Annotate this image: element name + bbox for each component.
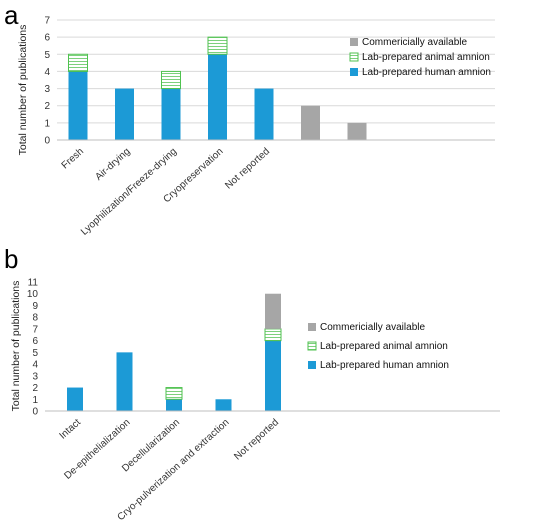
category-label: Intact	[57, 417, 83, 442]
bar-commercial	[265, 293, 281, 329]
y-tick-label: 7	[44, 16, 50, 27]
legend-swatch-commercial	[308, 323, 316, 331]
legend-swatch-human	[308, 361, 316, 369]
category-label: Not reported	[232, 417, 281, 462]
y-tick-label: 4	[44, 67, 50, 78]
bar-animal	[165, 387, 183, 400]
legend-label-commercial: Commericially available	[362, 37, 467, 48]
y-tick-label: 3	[32, 371, 38, 382]
panel-a-y-axis-title: Total number of publications	[17, 25, 29, 156]
y-tick-label: 0	[44, 136, 50, 147]
bar-human	[215, 399, 232, 411]
legend-swatch-animal	[349, 52, 359, 62]
panel-b-letter: b	[4, 244, 18, 274]
legend-label-animal: Lab-prepared animal amnion	[320, 341, 448, 352]
bar-human	[208, 54, 227, 140]
bar-human	[115, 88, 134, 140]
panel-b-category-labels: IntactDe-epithelializationDecellularizat…	[57, 417, 281, 522]
y-tick-label: 0	[32, 407, 38, 418]
panel-a: a 0 1 2 3 4 5 6 7 Fresh Air-dryingLyophilization…	[4, 0, 495, 238]
y-tick-label: 6	[32, 336, 38, 347]
panel-a-letter: a	[4, 0, 19, 30]
bar-animal	[68, 53, 88, 72]
bar-human	[254, 88, 274, 140]
y-tick-label: 10	[27, 289, 39, 300]
bar-animal	[161, 70, 181, 90]
y-tick-label: 7	[32, 324, 38, 335]
category-label: Lyophilization/Freeze-drying	[79, 146, 179, 238]
y-tick-label: 11	[28, 278, 39, 289]
category-label: Air-drying	[93, 146, 132, 183]
legend-swatch-human	[350, 68, 358, 76]
legend-label-human: Lab-prepared human amnion	[320, 360, 449, 371]
bar-human	[161, 88, 181, 140]
bar-human	[166, 399, 182, 411]
y-tick-label: 3	[44, 84, 50, 95]
y-tick-label: 9	[32, 301, 38, 312]
bar-human	[265, 340, 281, 411]
bar-human	[68, 71, 88, 140]
legend-label-animal: Lab-prepared animal amnion	[362, 52, 490, 63]
panel-b-bars	[67, 293, 282, 411]
y-tick-label: 6	[44, 33, 50, 44]
y-tick-label: 1	[32, 395, 38, 406]
bar-human	[67, 387, 83, 411]
panel-a-y-tick-labels: 0 1 2 3 4 5 6 7	[44, 16, 50, 147]
y-tick-label: 8	[32, 313, 38, 324]
bar-human	[116, 352, 133, 411]
y-tick-label: 5	[32, 348, 38, 359]
y-tick-label: 1	[44, 118, 50, 129]
panel-a-legend: Commericially available Lab-prepared anim…	[349, 37, 491, 78]
legend-label-commercial: Commericially available	[320, 322, 425, 333]
bar-commercial	[347, 122, 367, 140]
legend-swatch-commercial	[350, 38, 358, 46]
category-label: Fresh	[60, 146, 86, 171]
panel-b-y-axis-title: Total number of publications	[10, 281, 22, 412]
y-tick-label: 4	[32, 360, 38, 371]
y-tick-label: 2	[32, 383, 38, 394]
panel-a-category-labels: Fresh Air-dryingLyophilization/Freeze-dry…	[60, 146, 272, 238]
legend-swatch-animal	[307, 341, 317, 351]
bar-animal	[264, 328, 282, 342]
y-tick-label: 5	[44, 50, 50, 61]
panel-a-bars	[68, 36, 367, 140]
panel-a-gridlines	[57, 19, 495, 124]
y-tick-label: 2	[44, 101, 50, 112]
category-label: Not reported	[223, 146, 272, 191]
bar-animal	[207, 36, 228, 55]
legend-label-human: Lab-prepared human amnion	[362, 67, 491, 78]
bar-commercial	[301, 105, 320, 140]
panel-b-legend: Commericially available Lab-prepared anim…	[307, 322, 449, 371]
